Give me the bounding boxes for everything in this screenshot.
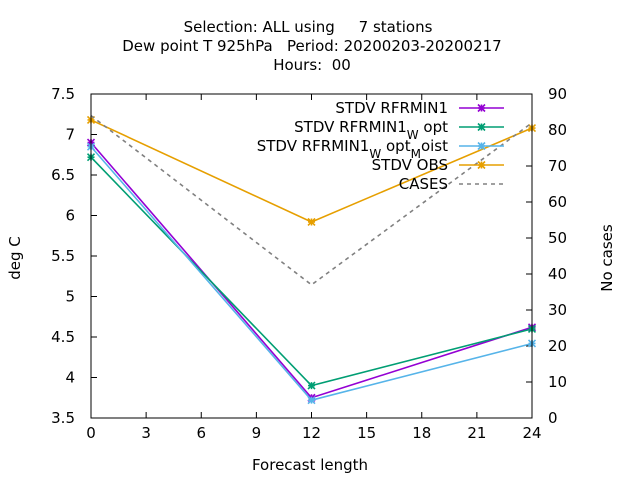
y2-tick-label: 40 xyxy=(548,265,567,283)
x-tick-label: 3 xyxy=(141,424,151,442)
legend-label: STDV RFRMIN1W opt xyxy=(294,118,448,142)
y-tick-label: 5 xyxy=(65,288,75,306)
x-tick-label: 9 xyxy=(252,424,262,442)
y-tick-label: 4 xyxy=(65,369,75,387)
y2-tick-label: 60 xyxy=(548,193,567,211)
legend-label: STDV RFRMIN1 xyxy=(335,99,448,117)
x-tick-label: 12 xyxy=(302,424,321,442)
data-point xyxy=(307,396,316,405)
legend-marker xyxy=(477,160,486,170)
y2-axis-label: No cases xyxy=(598,224,616,292)
legend-label: CASES xyxy=(399,175,448,193)
x-tick-label: 21 xyxy=(467,424,486,442)
legend-marker xyxy=(477,103,486,113)
series-line xyxy=(90,156,533,387)
data-point xyxy=(307,217,316,227)
y2-tick-label: 70 xyxy=(548,157,567,175)
series-stdv-rfrmin1-w-opt xyxy=(86,153,537,390)
legend-entry: CASES xyxy=(399,175,504,193)
y-tick-label: 6 xyxy=(65,207,75,225)
legend-entry: STDV RFRMIN1 xyxy=(335,99,504,117)
title-line-1: Selection: ALL using 7 stations xyxy=(184,18,433,36)
y2-tick-label: 10 xyxy=(548,373,567,391)
y2-tick-label: 30 xyxy=(548,301,567,319)
y2-tick-label: 0 xyxy=(548,409,558,427)
y2-tick-label: 90 xyxy=(548,85,567,103)
chart-title: Selection: ALL using 7 stations Dew poin… xyxy=(122,18,501,74)
y-axis-label: deg C xyxy=(6,236,24,280)
y2-tick-label: 80 xyxy=(548,121,567,139)
y2-tick-label: 50 xyxy=(548,229,567,247)
data-point xyxy=(307,381,316,390)
y-tick-label: 6.5 xyxy=(51,166,75,184)
y-tick-label: 7 xyxy=(65,126,75,144)
y-tick-label: 5.5 xyxy=(51,247,75,265)
x-tick-label: 15 xyxy=(357,424,376,442)
legend-marker xyxy=(477,122,486,132)
x-axis-label: Forecast length xyxy=(252,456,368,474)
legend-label: STDV RFRMIN1W optMoist xyxy=(257,137,448,161)
x-tick-label: 6 xyxy=(196,424,206,442)
y2-tick-label: 20 xyxy=(548,337,567,355)
x-tick-label: 24 xyxy=(522,424,541,442)
legend-entry: STDV RFRMIN1W optMoist xyxy=(257,137,504,161)
legend-entry: STDV RFRMIN1W opt xyxy=(294,118,504,142)
plot-frame xyxy=(90,93,533,419)
legend-label: STDV OBS xyxy=(372,156,448,174)
series-line xyxy=(90,142,533,399)
legend-marker xyxy=(477,141,486,151)
title-line-3: Hours: 00 xyxy=(273,56,351,74)
plot-area xyxy=(86,114,537,405)
title-line-2: Dew point T 925hPa Period: 20200203-2020… xyxy=(122,37,501,55)
series-stdv-rfrmin1-w-opt-m-oist xyxy=(86,142,537,405)
series-line xyxy=(90,146,533,402)
legend-entry: STDV OBS xyxy=(372,156,504,174)
x-tick-label: 0 xyxy=(86,424,96,442)
y-tick-label: 3.5 xyxy=(51,409,75,427)
series-stdv-rfrmin1 xyxy=(86,138,537,402)
y-tick-label: 4.5 xyxy=(51,328,75,346)
axis-ticks: 0 3 6 9 12 15 18 21 24 3.5 4 4.5 5 5.5 6 6.5 7 7.5 0 10 20 30… xyxy=(51,85,567,442)
y-tick-label: 7.5 xyxy=(51,85,75,103)
x-tick-label: 18 xyxy=(412,424,431,442)
